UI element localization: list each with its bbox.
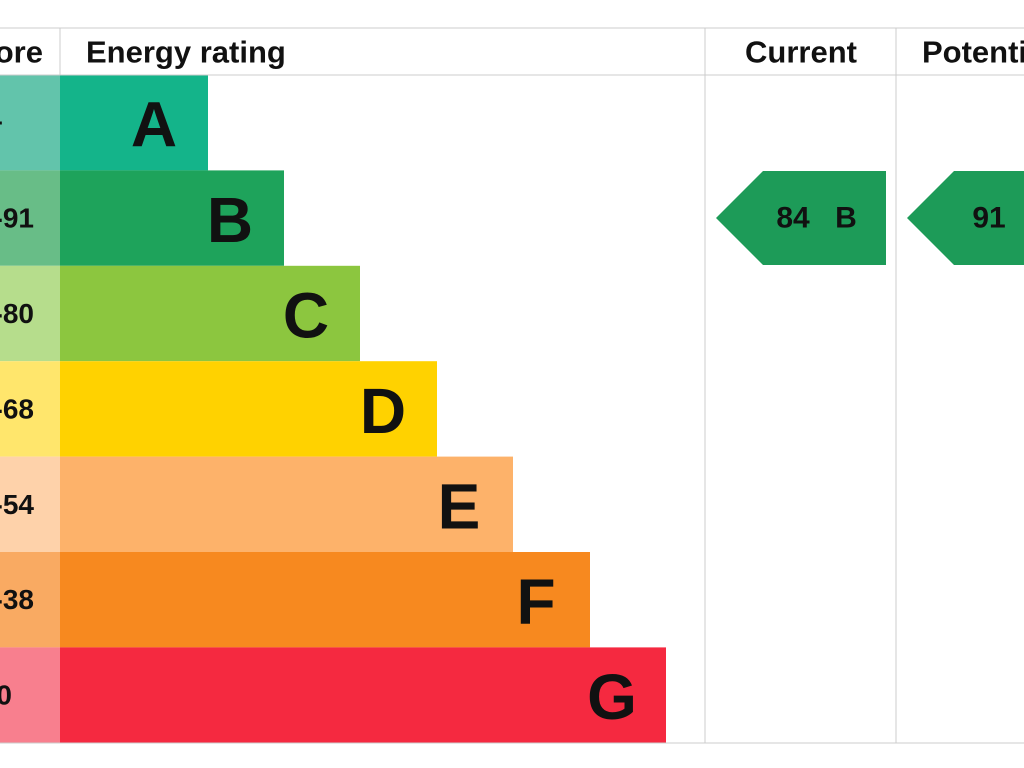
band-letter: F (516, 566, 555, 638)
band-bar (60, 265, 360, 362)
band-letter: C (283, 280, 329, 352)
current-arrow (716, 171, 886, 265)
band-letter: E (438, 470, 481, 542)
header-score: Score (0, 35, 43, 70)
header-current: Current (745, 35, 857, 70)
score-cell (0, 361, 60, 457)
score-cell (0, 647, 60, 743)
band-score: 81-91 (0, 203, 34, 234)
band-score: 55-68 (0, 393, 34, 424)
current-letter: B (835, 202, 857, 235)
band-bar (60, 75, 208, 171)
band-letter: B (207, 184, 253, 256)
header-potential: Potential (922, 35, 1024, 70)
band-score: 69-80 (0, 298, 34, 329)
score-cell (0, 456, 60, 552)
potential-arrow (907, 171, 1024, 265)
band-bar (60, 361, 437, 457)
score-cell (0, 75, 60, 171)
current-value: 84 (776, 202, 810, 235)
header-rating: Energy rating (86, 35, 286, 70)
bands: 92+ A 81-91 B 69-80 C 55-68 D 39-54 E 21-38 F 1-20 G (0, 75, 666, 743)
potential-value: 91 (972, 202, 1005, 235)
score-cell (0, 265, 60, 362)
band-score: 21-38 (0, 584, 34, 615)
band-letter: D (360, 375, 406, 447)
band-bar (60, 552, 590, 648)
band-bar (60, 170, 284, 266)
band-bar (60, 456, 513, 552)
score-cell (0, 552, 60, 648)
band-letter: A (131, 89, 177, 161)
band-score: 1-20 (0, 680, 12, 711)
band-score: 92+ (0, 107, 3, 138)
band-letter: G (587, 661, 637, 733)
band-bar (60, 647, 666, 743)
band-score: 39-54 (0, 489, 34, 520)
score-cell (0, 170, 60, 266)
